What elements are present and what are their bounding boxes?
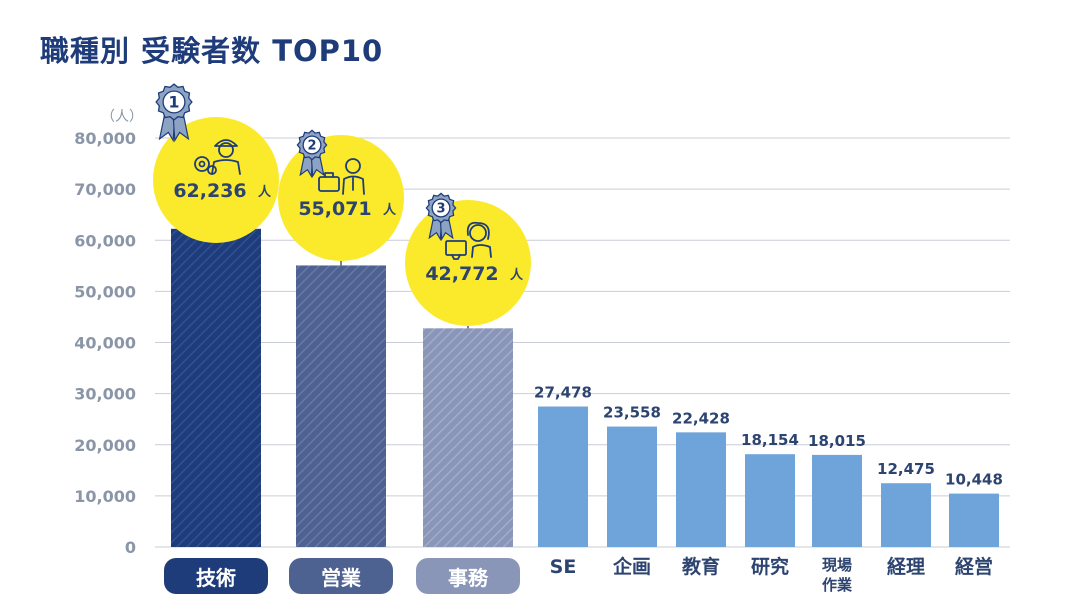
- rank-number: 3: [436, 202, 445, 217]
- value-label: 27,478: [534, 384, 592, 402]
- value-label: 22,428: [672, 409, 730, 427]
- rank-1-highlight: 62,236 人 1: [153, 83, 279, 243]
- y-axis-unit-label: （人）: [101, 109, 143, 125]
- bar-営業: [296, 265, 386, 547]
- y-tick-label: 50,000: [74, 282, 136, 301]
- bars: 27,478 23,558 22,428 18,154 18,015 12,475 10,4…: [171, 228, 1003, 547]
- value-label: 55,071: [298, 198, 371, 220]
- y-tick-label: 10,000: [74, 487, 136, 506]
- rank-number: 1: [168, 93, 179, 112]
- businessman-icon: [318, 158, 365, 195]
- value-label: 10,448: [945, 471, 1003, 489]
- rank-medal-icon: 2: [296, 129, 328, 179]
- y-tick-label: 0: [125, 538, 136, 557]
- bar-現場作業: [812, 454, 862, 547]
- rank-medal-icon: 3: [425, 192, 457, 242]
- y-tick-label: 20,000: [74, 436, 136, 455]
- y-tick-label: 60,000: [74, 231, 136, 250]
- bar-技術: [171, 228, 261, 547]
- category-pill-技術: 技術: [164, 558, 268, 594]
- value-label: 12,475: [877, 460, 935, 478]
- bar-企画: [607, 426, 657, 547]
- rank-number: 2: [307, 139, 316, 154]
- rank-medal-icon: 1: [155, 83, 193, 143]
- bar-経理: [881, 483, 931, 547]
- office-worker-icon: [445, 221, 492, 260]
- bar-事務: [423, 328, 513, 547]
- y-tick-label: 70,000: [74, 180, 136, 199]
- y-tick-label: 40,000: [74, 334, 136, 353]
- y-axis: 0 10,000 20,000 30,000 40,000 50,000 60,000 70,…: [74, 129, 136, 557]
- x-tick-label: 企画: [612, 555, 651, 578]
- engineer-icon: [194, 139, 241, 175]
- value-label: 42,772: [425, 263, 498, 285]
- y-tick-label: 80,000: [74, 129, 136, 148]
- rank-3-highlight: 42,772 人 3: [405, 192, 531, 329]
- chart-title: 職種別 受験者数 TOP10: [40, 34, 384, 68]
- value-unit: 人: [510, 267, 524, 283]
- value-label: 18,154: [741, 431, 799, 449]
- x-tick-label: 現場: [822, 556, 852, 574]
- x-tick-label: 作業: [822, 576, 853, 594]
- category-pill-営業: 営業: [289, 558, 393, 594]
- value-unit: 人: [258, 184, 272, 200]
- bar-SE: [538, 406, 588, 547]
- y-tick-label: 30,000: [74, 385, 136, 404]
- x-tick-label: 経営: [955, 555, 993, 578]
- x-tick-label: SE: [550, 556, 577, 578]
- highlight-circle: [153, 117, 279, 243]
- x-tick-label: 経理: [887, 555, 925, 578]
- bar-研究: [745, 454, 795, 547]
- bar-教育: [676, 432, 726, 547]
- x-tick-label: 研究: [751, 555, 789, 578]
- top3-highlights: 62,236 人 1 55,071 人 2 42,772 人 3: [153, 83, 531, 329]
- value-label: 23,558: [603, 404, 661, 422]
- bar-経営: [949, 493, 999, 547]
- rank-2-highlight: 55,071 人 2: [278, 129, 404, 266]
- value-label: 62,236: [173, 180, 246, 202]
- category-pill-事務: 事務: [416, 558, 520, 594]
- x-tick-label: 教育: [682, 555, 720, 578]
- value-label: 18,015: [808, 432, 866, 450]
- value-unit: 人: [383, 202, 397, 218]
